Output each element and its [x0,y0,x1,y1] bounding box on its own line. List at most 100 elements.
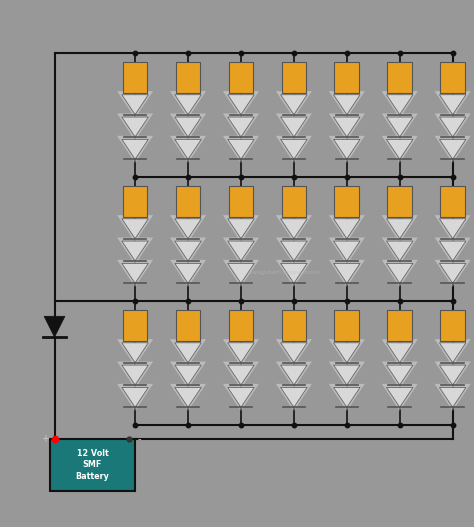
Polygon shape [382,362,418,388]
Polygon shape [117,238,153,265]
Polygon shape [223,136,259,163]
Bar [282,62,306,93]
Polygon shape [223,362,259,388]
Polygon shape [386,387,413,407]
Polygon shape [329,384,365,411]
Polygon shape [386,95,413,114]
Polygon shape [334,241,360,261]
Polygon shape [334,139,360,159]
Bar [387,310,412,341]
Polygon shape [382,113,418,141]
Polygon shape [435,215,471,242]
Polygon shape [117,384,153,411]
Polygon shape [228,264,254,284]
Polygon shape [276,384,312,411]
Polygon shape [170,113,206,141]
Polygon shape [329,215,365,242]
Polygon shape [435,113,471,141]
Polygon shape [117,260,153,287]
Polygon shape [223,260,259,287]
Polygon shape [329,339,365,366]
Polygon shape [117,91,153,118]
Text: +: + [41,434,49,444]
Polygon shape [223,113,259,141]
Polygon shape [439,219,466,239]
Polygon shape [382,384,418,411]
Bar [228,310,253,341]
Polygon shape [170,260,206,287]
Bar [123,310,147,341]
Bar [123,186,147,217]
Polygon shape [170,91,206,118]
Polygon shape [334,365,360,385]
Polygon shape [223,215,259,242]
Polygon shape [281,365,307,385]
Polygon shape [435,384,471,411]
Polygon shape [228,365,254,385]
Bar [440,310,465,341]
Polygon shape [439,264,466,284]
Polygon shape [382,260,418,287]
Polygon shape [228,95,254,114]
Polygon shape [276,339,312,366]
Bar [228,62,253,93]
Polygon shape [281,387,307,407]
Polygon shape [329,362,365,388]
Polygon shape [281,241,307,261]
Text: 12 Volt
SMF
Battery: 12 Volt SMF Battery [75,448,109,481]
Polygon shape [228,387,254,407]
Polygon shape [175,365,201,385]
Polygon shape [281,139,307,159]
Polygon shape [122,343,148,363]
Polygon shape [276,136,312,163]
Polygon shape [435,260,471,287]
Polygon shape [439,95,466,114]
Polygon shape [435,136,471,163]
Polygon shape [386,117,413,137]
Polygon shape [435,362,471,388]
Polygon shape [175,95,201,114]
Polygon shape [122,117,148,137]
Polygon shape [276,260,312,287]
Polygon shape [228,241,254,261]
Polygon shape [223,238,259,265]
Bar [228,186,253,217]
Polygon shape [44,316,65,337]
Bar [282,186,306,217]
Polygon shape [276,91,312,118]
Polygon shape [117,113,153,141]
Polygon shape [386,219,413,239]
Polygon shape [439,365,466,385]
Bar [123,62,147,93]
Polygon shape [223,339,259,366]
Polygon shape [382,339,418,366]
Polygon shape [175,117,201,137]
Polygon shape [175,219,201,239]
Bar [176,62,201,93]
Polygon shape [117,362,153,388]
Bar [335,310,359,341]
Polygon shape [334,95,360,114]
Bar [387,186,412,217]
Polygon shape [276,362,312,388]
Polygon shape [122,387,148,407]
Polygon shape [334,343,360,363]
Polygon shape [276,215,312,242]
Polygon shape [439,139,466,159]
Polygon shape [334,387,360,407]
Polygon shape [228,343,254,363]
Polygon shape [386,241,413,261]
Polygon shape [439,387,466,407]
Polygon shape [117,136,153,163]
Polygon shape [386,264,413,284]
Polygon shape [170,136,206,163]
Polygon shape [281,117,307,137]
Polygon shape [439,117,466,137]
Polygon shape [122,95,148,114]
Polygon shape [122,219,148,239]
Text: swagstam innovations: swagstam innovations [249,270,319,276]
Polygon shape [281,264,307,284]
Polygon shape [382,91,418,118]
Polygon shape [175,387,201,407]
Polygon shape [276,238,312,265]
